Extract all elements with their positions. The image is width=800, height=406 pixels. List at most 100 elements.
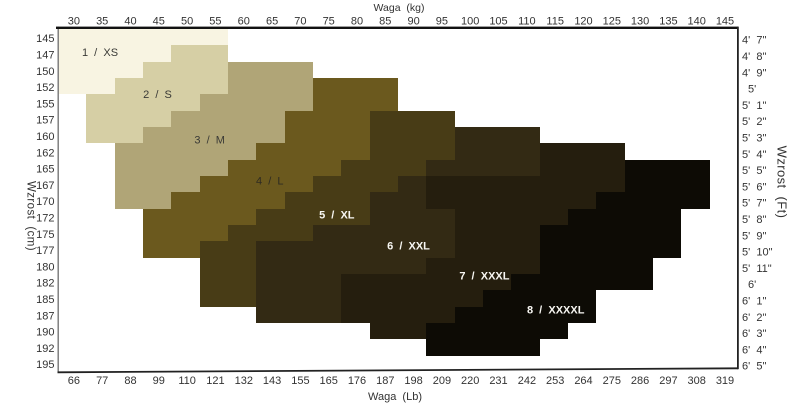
- svg-text:6': 6': [748, 279, 756, 291]
- svg-text:5': 5': [748, 84, 756, 96]
- svg-text:5' 3": 5' 3": [742, 133, 766, 145]
- svg-text:253: 253: [546, 375, 564, 387]
- svg-text:152: 152: [36, 82, 54, 94]
- svg-text:5 / XL: 5 / XL: [319, 210, 355, 222]
- svg-text:70: 70: [294, 16, 306, 28]
- svg-text:75: 75: [323, 16, 335, 28]
- svg-text:5' 7": 5' 7": [742, 198, 766, 210]
- svg-text:297: 297: [659, 375, 677, 387]
- svg-text:40: 40: [124, 16, 136, 28]
- svg-text:85: 85: [379, 16, 391, 28]
- svg-text:5' 1": 5' 1": [742, 100, 766, 112]
- svg-text:Waga (kg): Waga (kg): [374, 2, 425, 14]
- svg-text:157: 157: [36, 115, 54, 127]
- svg-text:4' 7": 4' 7": [742, 35, 766, 47]
- svg-text:110: 110: [518, 16, 536, 28]
- svg-text:120: 120: [574, 16, 592, 28]
- svg-text:60: 60: [238, 16, 250, 28]
- svg-text:121: 121: [206, 375, 224, 387]
- svg-text:176: 176: [348, 375, 366, 387]
- svg-text:187: 187: [36, 310, 54, 322]
- svg-text:5' 8": 5' 8": [742, 214, 766, 226]
- svg-text:145: 145: [716, 16, 734, 28]
- svg-text:209: 209: [433, 375, 451, 387]
- svg-text:192: 192: [36, 343, 54, 355]
- svg-text:6' 3": 6' 3": [742, 328, 766, 340]
- svg-text:4' 9": 4' 9": [742, 67, 766, 79]
- svg-text:6' 5": 6' 5": [742, 361, 766, 373]
- svg-text:147: 147: [36, 50, 54, 62]
- svg-text:143: 143: [263, 375, 281, 387]
- svg-text:125: 125: [603, 16, 621, 28]
- svg-text:Wzrost (cm): Wzrost (cm): [25, 181, 37, 251]
- svg-text:Wzrost (Ft): Wzrost (Ft): [775, 146, 790, 219]
- svg-text:155: 155: [36, 98, 54, 110]
- svg-text:130: 130: [631, 16, 649, 28]
- svg-text:170: 170: [36, 196, 54, 208]
- svg-text:180: 180: [36, 261, 54, 273]
- svg-text:5' 6": 5' 6": [742, 181, 766, 193]
- svg-text:95: 95: [436, 16, 448, 28]
- svg-text:3 / M: 3 / M: [194, 135, 225, 147]
- svg-text:35: 35: [96, 16, 108, 28]
- svg-text:190: 190: [36, 327, 54, 339]
- svg-text:105: 105: [489, 16, 507, 28]
- svg-text:115: 115: [546, 16, 564, 28]
- svg-text:167: 167: [36, 180, 54, 192]
- svg-text:195: 195: [36, 359, 54, 371]
- svg-text:187: 187: [376, 375, 394, 387]
- svg-text:5' 10": 5' 10": [742, 247, 773, 259]
- svg-text:99: 99: [153, 375, 165, 387]
- svg-text:182: 182: [36, 278, 54, 290]
- svg-text:65: 65: [266, 16, 278, 28]
- svg-text:55: 55: [209, 16, 221, 28]
- svg-text:220: 220: [461, 375, 479, 387]
- svg-text:6' 2": 6' 2": [742, 312, 766, 324]
- svg-text:242: 242: [518, 375, 536, 387]
- svg-text:7 / XXXL: 7 / XXXL: [459, 271, 509, 283]
- svg-text:88: 88: [124, 375, 136, 387]
- svg-text:165: 165: [36, 164, 54, 176]
- svg-text:319: 319: [716, 375, 734, 387]
- svg-text:275: 275: [603, 375, 621, 387]
- svg-text:185: 185: [36, 294, 54, 306]
- svg-text:140: 140: [688, 16, 706, 28]
- svg-text:5' 9": 5' 9": [742, 230, 766, 242]
- svg-text:8 / XXXXL: 8 / XXXXL: [527, 304, 585, 316]
- svg-text:5' 11": 5' 11": [742, 263, 772, 275]
- svg-text:100: 100: [461, 16, 479, 28]
- svg-text:66: 66: [68, 375, 80, 387]
- svg-text:4' 8": 4' 8": [742, 51, 766, 63]
- svg-text:177: 177: [36, 245, 54, 257]
- svg-text:6 / XXL: 6 / XXL: [387, 241, 430, 253]
- svg-text:155: 155: [291, 375, 309, 387]
- svg-text:110: 110: [178, 375, 196, 387]
- svg-text:30: 30: [68, 16, 80, 28]
- svg-text:4 / L: 4 / L: [256, 175, 284, 187]
- svg-text:132: 132: [235, 375, 253, 387]
- svg-text:6' 1": 6' 1": [742, 296, 766, 308]
- svg-text:80: 80: [351, 16, 363, 28]
- svg-text:162: 162: [36, 147, 54, 159]
- svg-text:5' 4": 5' 4": [742, 149, 766, 161]
- svg-text:175: 175: [36, 229, 54, 241]
- svg-text:77: 77: [96, 375, 108, 387]
- svg-text:50: 50: [181, 16, 193, 28]
- svg-text:145: 145: [36, 33, 54, 45]
- svg-text:150: 150: [36, 66, 54, 78]
- svg-text:198: 198: [404, 375, 422, 387]
- svg-text:5' 2": 5' 2": [742, 116, 766, 128]
- svg-text:5' 5": 5' 5": [742, 165, 766, 177]
- svg-text:135: 135: [659, 16, 677, 28]
- svg-text:264: 264: [574, 375, 592, 387]
- svg-text:45: 45: [153, 16, 165, 28]
- svg-text:160: 160: [36, 131, 54, 143]
- svg-text:90: 90: [407, 16, 419, 28]
- svg-text:286: 286: [631, 375, 649, 387]
- svg-text:231: 231: [489, 375, 507, 387]
- svg-text:2 / S: 2 / S: [143, 89, 172, 101]
- svg-text:6' 4": 6' 4": [742, 344, 766, 356]
- svg-text:1 / XS: 1 / XS: [82, 47, 118, 59]
- svg-text:172: 172: [36, 213, 54, 225]
- svg-text:Waga (Lb): Waga (Lb): [368, 391, 422, 403]
